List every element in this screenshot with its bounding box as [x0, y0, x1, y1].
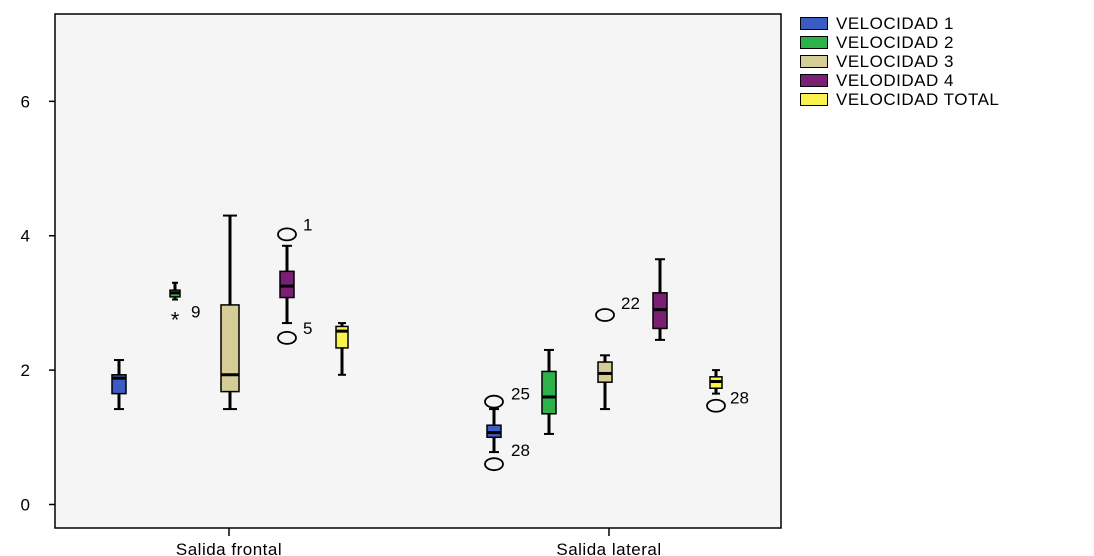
box-velocidad-2-frontal: * 9 — [169, 281, 200, 333]
legend: VELOCIDAD 1 VELOCIDAD 2 VELOCIDAD 3 VELODID… — [800, 14, 999, 109]
y-axis: 0 2 4 6 — [21, 92, 55, 514]
box-body — [541, 370, 557, 415]
box-velocidad-total-lateral: 28 — [706, 369, 749, 413]
box-body — [279, 270, 295, 299]
box-velodidad-4-lateral — [652, 258, 668, 341]
legend-item: VELODIDAD 4 — [800, 71, 999, 90]
box-velodidad-4-frontal: 15 — [277, 215, 312, 345]
box-velocidad-3-frontal — [220, 214, 240, 411]
legend-swatch — [800, 17, 828, 30]
outlier-star: * — [171, 308, 180, 333]
outlier-label: 9 — [191, 303, 200, 322]
legend-label: VELOCIDAD 3 — [836, 52, 954, 71]
legend-item: VELOCIDAD TOTAL — [800, 90, 999, 109]
outlier-label: 22 — [621, 294, 640, 313]
y-tick-label: 2 — [21, 361, 30, 380]
box-velocidad-2-lateral — [541, 348, 557, 435]
outlier-label: 28 — [511, 441, 530, 460]
legend-label: VELODIDAD 4 — [836, 71, 954, 90]
box-body — [220, 304, 240, 393]
outlier-label: 25 — [511, 385, 530, 404]
box-velocidad-total-frontal — [335, 322, 349, 376]
x-category-label: Salida lateral — [556, 540, 661, 556]
outlier-circle — [706, 398, 726, 413]
box-velocidad-1-frontal — [111, 359, 127, 411]
legend-swatch — [800, 55, 828, 68]
outlier-circle — [484, 457, 504, 472]
box-velocidad-1-lateral: 25 28 — [484, 385, 530, 472]
outlier-circle — [277, 330, 297, 345]
legend-label: VELOCIDAD 1 — [836, 14, 954, 33]
legend-item: VELOCIDAD 2 — [800, 33, 999, 52]
x-category-label: Salida frontal — [176, 540, 282, 556]
y-tick-label: 4 — [21, 227, 30, 246]
outlier-circle — [595, 308, 615, 322]
outlier-label: 28 — [730, 389, 749, 408]
outlier-label: 5 — [303, 319, 312, 338]
y-tick-label: 6 — [21, 92, 30, 111]
x-axis: Salida frontal Salida lateral — [176, 528, 661, 556]
legend-item: VELOCIDAD 3 — [800, 52, 999, 71]
legend-item: VELOCIDAD 1 — [800, 14, 999, 33]
y-tick-label: 0 — [21, 495, 30, 514]
outlier-label: 1 — [303, 215, 312, 234]
legend-swatch — [800, 36, 828, 49]
box-velocidad-3-lateral: 22 — [595, 294, 640, 411]
legend-label: VELOCIDAD TOTAL — [836, 90, 1000, 109]
legend-label: VELOCIDAD 2 — [836, 33, 954, 52]
legend-swatch — [800, 74, 828, 87]
outlier-circle — [484, 394, 504, 409]
legend-swatch — [800, 93, 828, 106]
outlier-circle — [277, 227, 297, 242]
plot-area — [54, 13, 782, 529]
